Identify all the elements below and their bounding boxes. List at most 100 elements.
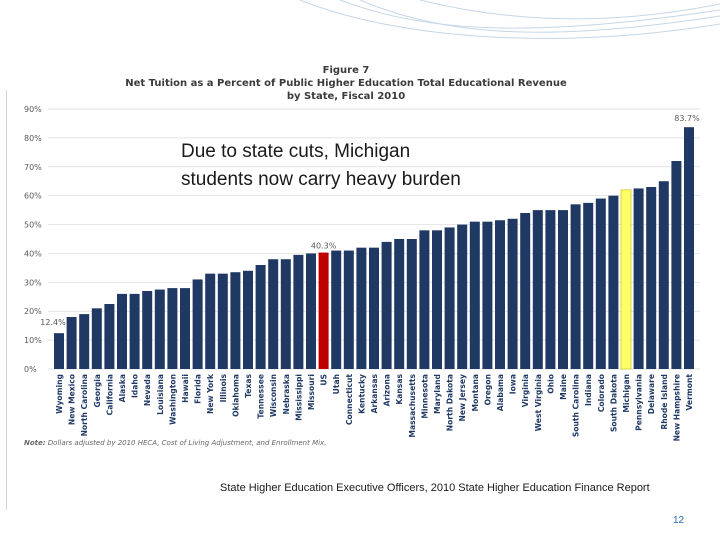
y-tick-label: 10% <box>24 336 42 345</box>
x-tick-label: Kentucky <box>357 374 366 414</box>
bar-south-dakota <box>608 195 619 369</box>
figure-title: Figure 7 Net Tuition as a Percent of Pub… <box>0 64 720 103</box>
left-border-line <box>6 90 7 510</box>
x-tick-label: West Virginia <box>534 374 543 431</box>
x-tick-label: Ohio <box>546 374 555 394</box>
bar-south-carolina <box>570 204 581 369</box>
x-tick-label: Alabama <box>496 374 505 411</box>
chart-bars <box>54 127 694 370</box>
x-tick-label: Louisiana <box>156 374 165 415</box>
y-tick-label: 70% <box>24 163 42 172</box>
bar-us <box>318 252 329 369</box>
bar-illinois <box>217 273 228 369</box>
bar-massachusetts <box>406 239 417 369</box>
bar-florida <box>192 279 203 369</box>
x-tick-label: Pennsylvania <box>635 374 644 431</box>
x-tick-label: Tennessee <box>257 374 266 419</box>
bar-louisiana <box>154 289 165 369</box>
y-tick-label: 90% <box>24 105 42 114</box>
y-tick-label: 60% <box>24 192 42 201</box>
bar-idaho <box>129 293 140 369</box>
x-tick-label: Minnesota <box>420 374 429 419</box>
x-tick-label: Alaska <box>118 374 127 402</box>
x-tick-label: New Hampshire <box>672 374 681 441</box>
x-tick-label: Mississippi <box>294 374 303 421</box>
x-tick-label: Missouri <box>307 374 316 410</box>
chart-note: Note: Dollars adjusted by 2010 HECA, Cos… <box>24 439 326 447</box>
x-tick-label: South Dakota <box>609 374 618 432</box>
bar-oklahoma <box>230 272 241 369</box>
source-citation: State Higher Education Executive Officer… <box>220 482 650 494</box>
y-axis-ticks: 0% 10% 20% 30% 40% 50% 60% 70% 80% 90% <box>24 105 42 374</box>
x-tick-label: New Mexico <box>68 374 77 425</box>
x-tick-label: Washington <box>168 374 177 425</box>
bar-north-carolina <box>79 314 90 369</box>
header-decoration <box>299 0 720 39</box>
x-tick-label: Utah <box>332 374 341 394</box>
callout-line2: students now carry heavy burden <box>181 169 461 190</box>
x-tick-label: US <box>320 374 329 386</box>
callout-line1: Due to state cuts, Michigan <box>181 141 411 162</box>
x-tick-label: Wyoming <box>55 374 64 414</box>
x-tick-label: Kansas <box>395 374 404 405</box>
bar-mississippi <box>293 254 304 369</box>
y-tick-label: 40% <box>24 249 42 258</box>
bar-ohio <box>545 210 556 369</box>
x-tick-label: Michigan <box>622 374 631 413</box>
x-tick-label: Oklahoma <box>231 374 240 417</box>
bar-vermont <box>684 127 694 369</box>
x-tick-label: Nevada <box>143 374 152 406</box>
x-tick-label: Texas <box>244 374 253 398</box>
bar-alaska <box>117 293 127 369</box>
bar-montana <box>469 221 480 369</box>
bar-new-jersey <box>457 224 468 369</box>
y-tick-label: 20% <box>24 307 42 316</box>
x-tick-label: South Carolina <box>572 374 581 437</box>
bar-utah <box>331 250 342 369</box>
x-tick-label: Montana <box>471 374 480 411</box>
x-tick-label: Florida <box>194 374 203 404</box>
y-tick-label: 50% <box>24 221 42 230</box>
bar-connecticut <box>343 250 354 369</box>
bar-oregon <box>482 221 493 369</box>
bar-north-dakota <box>444 227 455 369</box>
x-tick-label: Nebraska <box>282 374 291 415</box>
bar-michigan <box>620 189 632 370</box>
bar-indiana <box>583 202 594 369</box>
bar-missouri <box>306 253 316 369</box>
bar-tennessee <box>255 265 266 369</box>
x-tick-label: Hawaii <box>181 374 190 403</box>
bar-pennsylvania <box>633 188 644 369</box>
x-tick-label: Oregon <box>483 374 492 405</box>
y-tick-label: 0% <box>24 365 37 374</box>
x-tick-label: California <box>105 374 114 415</box>
bar-new-york <box>205 273 216 369</box>
bar-texas <box>243 270 253 369</box>
bar-wyoming <box>54 333 64 369</box>
bar-wisconsin <box>268 259 279 369</box>
data-label: 40.3% <box>311 242 337 251</box>
figure-title-line1: Net Tuition as a Percent of Public Highe… <box>125 78 567 89</box>
bar-arizona <box>381 241 392 369</box>
x-tick-label: Georgia <box>93 374 102 408</box>
x-tick-label: New York <box>206 373 215 414</box>
x-tick-label: Delaware <box>647 374 656 414</box>
x-tick-label: Iowa <box>509 374 518 394</box>
bar-washington <box>167 288 178 369</box>
page-number: 12 <box>673 515 685 526</box>
bar-kentucky <box>356 247 367 369</box>
bar-new-mexico <box>66 317 77 369</box>
x-tick-label: Connecticut <box>345 374 354 425</box>
x-tick-label: Vermont <box>685 374 694 411</box>
bar-nevada <box>142 291 153 369</box>
data-label: 83.7% <box>674 114 700 123</box>
x-tick-label: Maryland <box>433 374 442 414</box>
bar-new-hampshire <box>671 161 682 369</box>
x-tick-label: Illinois <box>219 374 228 403</box>
bar-alabama <box>495 220 505 369</box>
x-tick-label: Indiana <box>584 374 593 406</box>
x-tick-label: Idaho <box>131 374 140 398</box>
bar-iowa <box>507 218 518 369</box>
